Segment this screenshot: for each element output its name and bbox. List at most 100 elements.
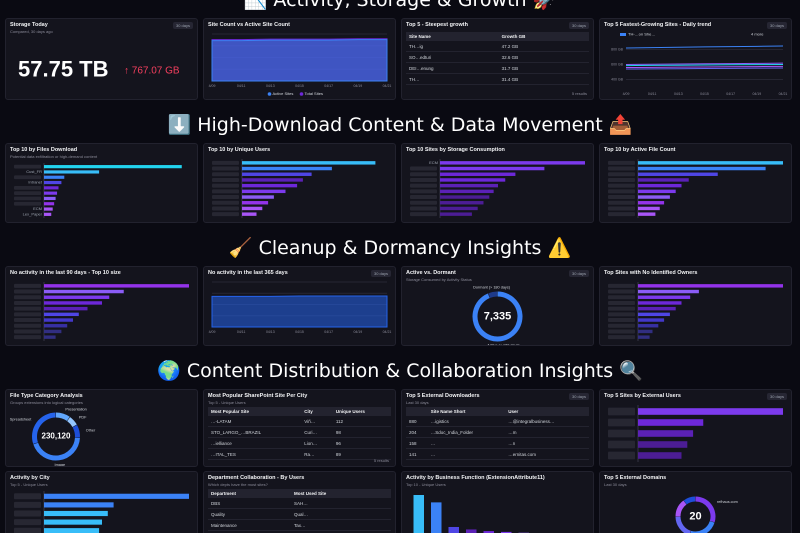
section-title: ⬇️ High-Download Content & Data Movement… (167, 114, 633, 136)
legend-more: 4 more (751, 32, 764, 37)
column-header: City (301, 407, 333, 416)
bar (44, 284, 189, 288)
bar (44, 295, 110, 299)
redacted-label (212, 206, 239, 211)
panel-title: Site Count vs Active Site Count (208, 22, 291, 28)
table-row: TH… 31.4 GB (406, 73, 589, 85)
slice-label: refhaus.com (717, 500, 738, 504)
panel-subtitle: Top 5 - Unique Users (10, 482, 48, 487)
panel-subtitle: Which depts have the most sites? (208, 482, 268, 487)
bar (44, 335, 56, 339)
table-cell: 141 (406, 448, 428, 460)
table-row: 880 …igistics …@integralbusiness… (406, 416, 589, 427)
table-cell: Qual… (291, 508, 391, 520)
redacted-label (608, 407, 635, 416)
panel: No activity in the last 365 days 30 days 4… (203, 266, 396, 346)
panel-subtitle: Potential data exfiltration or high-dema… (10, 154, 98, 159)
bar (440, 178, 506, 182)
redacted-label (212, 172, 239, 177)
x-tick-label: 04/11 (237, 84, 246, 88)
header-row: Most Popular Site City Unique Users (208, 407, 391, 416)
panel-subtitle: Compared, 30 days ago (10, 29, 53, 34)
bar (44, 289, 124, 294)
panel-subtitle: Last 30 days (604, 482, 627, 487)
panel-title: Top Sites with No Identified Owners (604, 270, 698, 276)
x-tick-label: 04/11 (237, 330, 246, 334)
category-label: Intranet (28, 180, 42, 185)
donut-slice (472, 291, 523, 342)
bar (44, 212, 52, 216)
redacted-label (608, 295, 635, 300)
panel-subtitle: Groups extensions into logical categorie… (10, 400, 83, 405)
panel: Active vs. Dormant Storage Consumed by Ac… (401, 266, 594, 346)
bar (44, 312, 79, 317)
panel: Site Count vs Active Site Count 4/09 04/11… (203, 18, 396, 100)
slice-label: Other (86, 428, 96, 432)
table-cell: Maintenance (208, 519, 292, 531)
redacted-label (14, 289, 41, 294)
table-row: …ITAL_TES Ra… 89 (208, 448, 391, 460)
bar (242, 195, 274, 199)
redacted-label (14, 201, 41, 206)
bar (44, 493, 189, 499)
panel-title: No activity in the last 365 days (208, 270, 288, 276)
line (625, 65, 784, 68)
redacted-label (608, 200, 635, 205)
redacted-label (608, 451, 635, 460)
table-cell: 880 (406, 416, 428, 427)
category-label: ECM (429, 160, 438, 165)
panel-badge: 30 days (568, 393, 589, 400)
redacted-label (14, 196, 41, 201)
panel-badge: 30 days (766, 22, 787, 29)
redacted-label (212, 177, 239, 182)
x-tick-label: 04/15 (700, 92, 709, 96)
chart: TH-…on She… 4 more 800 GB 600 GB 400 GB 4/09 0… (611, 32, 787, 96)
table-cell: 31.7 GB (498, 62, 589, 74)
slice-label: Dormant (> 180 days) (473, 286, 511, 290)
bar (44, 175, 65, 179)
panel: Storage Today Compared, 30 days ago 30 day… (5, 18, 198, 100)
bar (638, 284, 783, 288)
panel-title: Top 10 by Unique Users (208, 147, 271, 153)
bar (638, 419, 704, 426)
table-cell: …ITAL_TES (208, 448, 302, 460)
redacted-label (212, 200, 239, 205)
redacted-label (14, 164, 41, 169)
table-cell: …@integralbusiness… (505, 416, 589, 427)
redacted-label (14, 329, 41, 334)
table-row: DEI…enung 31.7 GB (406, 62, 589, 74)
table-cell: …-LATAM (208, 416, 302, 427)
x-tick-label: 4/09 (209, 84, 216, 88)
bar (44, 306, 88, 311)
panel: No activity in the last 90 days - Top 10… (5, 266, 198, 346)
bar (638, 441, 688, 448)
kpi-value: 57.75 TB (18, 56, 109, 81)
redacted-label (212, 195, 239, 200)
redacted-label (410, 206, 437, 211)
redacted-label (608, 312, 635, 317)
panel-subtitle: Top 10 - Unique Users (406, 482, 446, 487)
redacted-label (14, 519, 41, 526)
bar (638, 172, 718, 176)
bar (638, 301, 682, 305)
redacted-label (14, 335, 41, 340)
redacted-label (212, 160, 239, 165)
chart (14, 282, 189, 341)
panel: Activity by City Top 5 - Unique Users (5, 471, 198, 533)
panel: Top 10 Sites by Storage Consumption ECM (401, 143, 594, 223)
panel: File Type Category Analysis Groups extens… (5, 389, 198, 467)
panel-title: No activity in the last 90 days - Top 10… (10, 270, 121, 276)
y-tick-label: 400 GB (611, 77, 624, 81)
redacted-label (410, 172, 437, 177)
bar (44, 329, 62, 334)
redacted-label (410, 195, 437, 200)
bar (413, 495, 424, 533)
bar (638, 335, 650, 339)
table-row: 141… …ernitas.com (406, 448, 589, 460)
panel-badge: 30 days (568, 270, 589, 277)
chart: Presentation PDF Other Image Spreadsheet 230,… (10, 407, 96, 466)
table-cell: 204 (406, 426, 428, 438)
panel-title: File Type Category Analysis (10, 393, 83, 399)
redacted-label (14, 175, 41, 180)
